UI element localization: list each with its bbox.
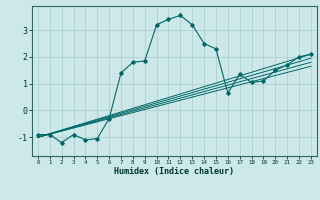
- X-axis label: Humidex (Indice chaleur): Humidex (Indice chaleur): [115, 167, 234, 176]
